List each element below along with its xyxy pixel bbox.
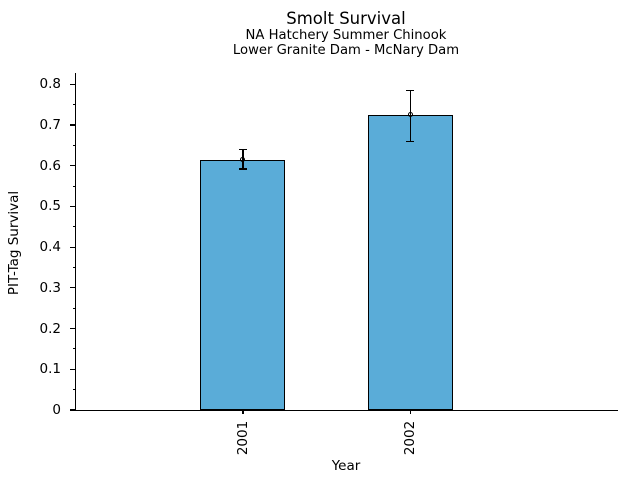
- chart-subtitle-line2: Lower Granite Dam - McNary Dam: [232, 42, 460, 58]
- y-axis-label: PIT-Tag Survival: [6, 190, 22, 296]
- x-tick-label: 2002: [402, 420, 419, 456]
- x-axis-label: Year: [331, 458, 361, 474]
- y-minor-tick: [72, 389, 76, 391]
- y-tick-label: 0.8: [39, 76, 61, 93]
- y-major-tick: [70, 165, 76, 167]
- error-bar-marker: [240, 157, 246, 163]
- y-minor-tick: [72, 226, 76, 228]
- x-tick: [409, 410, 411, 414]
- error-bar-cap-top: [238, 148, 247, 151]
- y-tick-label: 0.2: [39, 320, 61, 337]
- y-major-tick: [70, 246, 76, 248]
- y-minor-tick: [72, 267, 76, 269]
- y-major-tick: [70, 409, 76, 411]
- y-major-tick: [70, 287, 76, 289]
- bar-2002: [367, 114, 453, 410]
- y-minor-tick: [72, 348, 76, 350]
- bar-2001: [200, 159, 286, 410]
- y-minor-tick: [72, 104, 76, 106]
- x-tick: [242, 410, 244, 414]
- y-tick-label: 0: [52, 402, 61, 418]
- x-tick-label: 2001: [234, 420, 251, 456]
- y-minor-tick: [72, 307, 76, 309]
- error-bar-cap-bottom: [406, 140, 415, 142]
- plot-area: 0 0.1 0.2 0.3 0.4 0.5 0.6 0.7 0.8 2001 2002: [40, 73, 618, 455]
- y-tick-label: 0.6: [39, 157, 61, 174]
- chart-subtitle-line1: NA Hatchery Summer Chinook: [245, 27, 447, 43]
- y-tick-label: 0.3: [39, 279, 61, 296]
- error-bar-cap-bottom: [238, 168, 247, 170]
- y-tick-label: 0.5: [39, 198, 61, 215]
- y-tick-label: 0.1: [39, 361, 61, 378]
- y-major-tick: [70, 124, 76, 126]
- title-block: Smolt Survival NA Hatchery Summer Chinoo…: [75, 9, 617, 59]
- y-major-tick: [70, 205, 76, 208]
- y-minor-tick: [72, 144, 76, 146]
- error-bar-cap-top: [406, 90, 415, 92]
- y-tick-label: 0.7: [39, 117, 61, 134]
- error-bar-marker: [407, 112, 413, 118]
- y-major-tick: [70, 83, 76, 85]
- y-minor-tick: [72, 185, 76, 187]
- y-major-tick: [70, 327, 76, 330]
- y-tick-label: 0.4: [39, 239, 61, 256]
- y-major-tick: [70, 368, 76, 370]
- chart-title: Smolt Survival: [286, 9, 406, 28]
